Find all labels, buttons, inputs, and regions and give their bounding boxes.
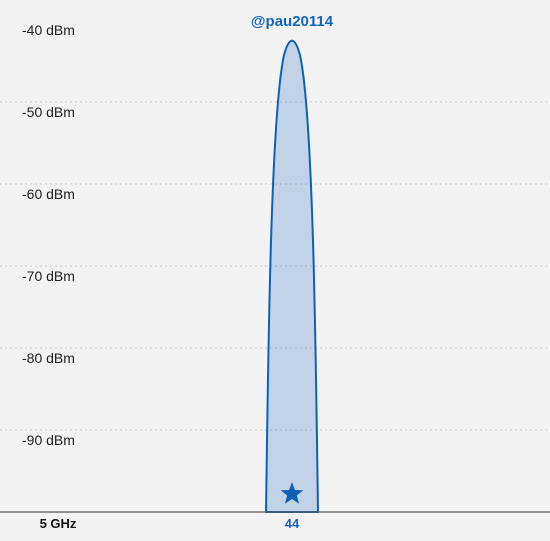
y-tick-label: -50 dBm: [22, 104, 75, 120]
y-axis-ticks: -40 dBm -50 dBm -60 dBm -70 dBm -80 dBm -90 d…: [22, 22, 75, 448]
channel-tick-label: 44: [285, 516, 300, 531]
y-tick-label: -70 dBm: [22, 268, 75, 284]
network-ssid-label: @pau20114: [251, 13, 334, 30]
y-tick-label: -40 dBm: [22, 22, 75, 38]
y-tick-label: -90 dBm: [22, 432, 75, 448]
series-layer: @pau20114: [251, 13, 334, 513]
star-icon: [280, 482, 304, 504]
network-area-44: [264, 39, 320, 513]
y-tick-label: -60 dBm: [22, 186, 75, 202]
x-axis-ticks: 44: [285, 516, 300, 531]
y-tick-label: -80 dBm: [22, 350, 75, 366]
band-label: 5 GHz: [40, 516, 77, 531]
